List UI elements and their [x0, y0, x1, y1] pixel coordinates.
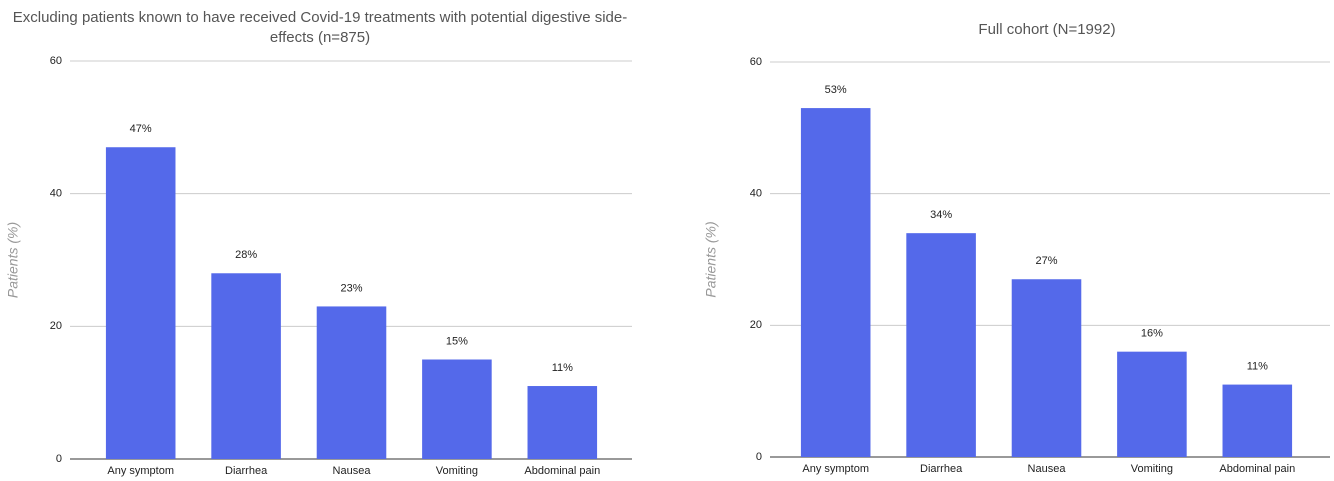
value-label: 34%: [930, 209, 952, 221]
chart-title: Full cohort (N=1992): [978, 21, 1116, 38]
x-tick-label: Vomiting: [1131, 463, 1173, 475]
bar: [105, 147, 176, 459]
y-tick-label: 0: [56, 453, 62, 465]
y-axis-label: Patients (%): [5, 222, 21, 298]
value-label: 27%: [1035, 255, 1057, 267]
bar: [1222, 384, 1293, 457]
bar: [906, 233, 976, 457]
x-tick-label: Vomiting: [436, 465, 478, 477]
y-tick-label: 40: [750, 188, 762, 200]
y-axis-label: Patients (%): [703, 221, 719, 297]
x-tick-label: Any symptom: [802, 463, 869, 475]
bar: [1117, 351, 1187, 457]
y-tick-label: 0: [756, 451, 762, 463]
value-label: 16%: [1141, 328, 1163, 340]
bar: [1011, 279, 1082, 457]
y-tick-label: 60: [50, 55, 62, 67]
x-tick-label: Abdominal pain: [524, 465, 600, 477]
value-label: 11%: [552, 362, 573, 374]
y-tick-label: 20: [750, 319, 762, 331]
value-label: 47%: [130, 123, 152, 135]
bar: [422, 359, 492, 459]
x-tick-label: Diarrhea: [920, 463, 963, 475]
y-tick-label: 20: [50, 320, 62, 332]
x-tick-label: Abdominal pain: [1219, 463, 1295, 475]
y-tick-label: 60: [750, 56, 762, 68]
bar: [211, 273, 281, 459]
x-tick-label: Diarrhea: [225, 465, 268, 477]
y-tick-label: 40: [50, 188, 62, 200]
x-tick-label: Nausea: [1028, 463, 1067, 475]
bar: [800, 108, 871, 457]
value-label: 23%: [340, 282, 362, 294]
value-label: 28%: [235, 249, 257, 261]
value-label: 11%: [1247, 360, 1268, 372]
value-label: 53%: [825, 84, 847, 96]
value-label: 15%: [446, 335, 468, 347]
bar: [316, 306, 387, 459]
x-tick-label: Nausea: [333, 465, 372, 477]
x-tick-label: Any symptom: [107, 465, 174, 477]
bar: [527, 386, 598, 459]
chart-title: Excluding patients known to have receive…: [12, 9, 628, 46]
